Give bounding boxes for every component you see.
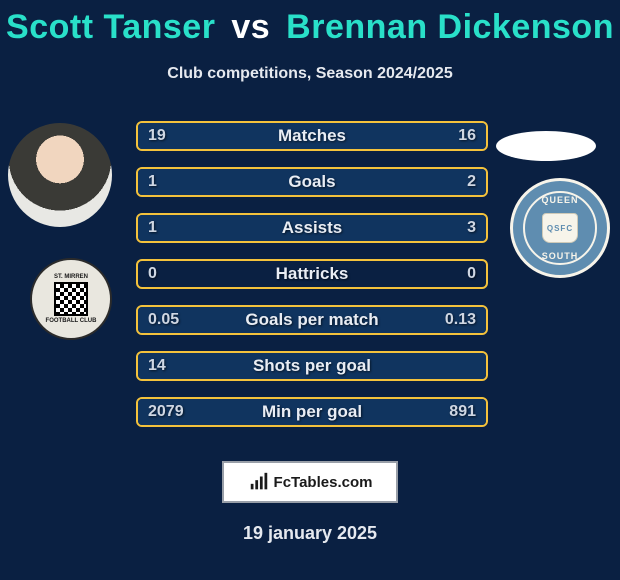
- subtitle: Club competitions, Season 2024/2025: [0, 65, 620, 83]
- stat-value-left: 19: [148, 127, 166, 145]
- crest-right-bottom-text: SOUTH: [542, 251, 579, 261]
- stat-value-left: 0: [148, 265, 157, 283]
- stat-label: Goals per match: [245, 310, 378, 330]
- stat-row: 1 3 Assists: [136, 213, 488, 243]
- player2-name: Brennan Dickenson: [286, 8, 614, 46]
- crest-left-bottom-text: FOOTBALL CLUB: [46, 318, 97, 324]
- stat-value-right: 891: [449, 403, 476, 421]
- crest-left-checker: [54, 282, 88, 316]
- page-title: Scott Tanser vs Brennan Dickenson: [0, 0, 620, 47]
- player2-club-crest: QUEEN QSFC SOUTH: [510, 178, 610, 278]
- stat-value-left: 0.05: [148, 311, 179, 329]
- stat-fill-right: [225, 215, 486, 241]
- stat-label: Assists: [282, 218, 342, 238]
- stat-label: Min per goal: [262, 402, 362, 422]
- stat-row: 0 0 Hattricks: [136, 259, 488, 289]
- fctables-logo: FcTables.com: [222, 461, 398, 503]
- stat-label: Hattricks: [276, 264, 349, 284]
- crest-left-top-text: ST. MIRREN: [54, 274, 88, 280]
- stat-value-left: 1: [148, 219, 157, 237]
- logo-text: FcTables.com: [274, 474, 373, 491]
- stat-value-right: 2: [467, 173, 476, 191]
- player2-avatar-placeholder: [496, 131, 596, 161]
- stat-value-right: 16: [458, 127, 476, 145]
- stat-value-left: 1: [148, 173, 157, 191]
- stat-label: Goals: [288, 172, 335, 192]
- stat-value-right: 0: [467, 265, 476, 283]
- stat-value-right: 0.13: [445, 311, 476, 329]
- stat-label: Shots per goal: [253, 356, 371, 376]
- player1-avatar: [8, 123, 112, 227]
- stat-value-left: 2079: [148, 403, 184, 421]
- crest-right-top-text: QUEEN: [541, 195, 578, 205]
- content-area: ST. MIRREN FOOTBALL CLUB QUEEN QSFC SOUT…: [0, 113, 620, 443]
- stat-row: 2079 891 Min per goal: [136, 397, 488, 427]
- stat-value-left: 14: [148, 357, 166, 375]
- player1-club-crest: ST. MIRREN FOOTBALL CLUB: [30, 258, 112, 340]
- stat-row: 1 2 Goals: [136, 167, 488, 197]
- player1-name: Scott Tanser: [6, 8, 215, 46]
- date-text: 19 january 2025: [0, 523, 620, 544]
- stat-bars: 19 16 Matches 1 2 Goals 1 3 Assists 0 0 Hattricks 0.…: [136, 121, 488, 443]
- stat-row: 0.05 0.13 Goals per match: [136, 305, 488, 335]
- stat-row: 19 16 Matches: [136, 121, 488, 151]
- stat-label: Matches: [278, 126, 346, 146]
- stat-row: 14 Shots per goal: [136, 351, 488, 381]
- vs-text: vs: [231, 8, 270, 46]
- stat-value-right: 3: [467, 219, 476, 237]
- chart-icon: [248, 471, 270, 493]
